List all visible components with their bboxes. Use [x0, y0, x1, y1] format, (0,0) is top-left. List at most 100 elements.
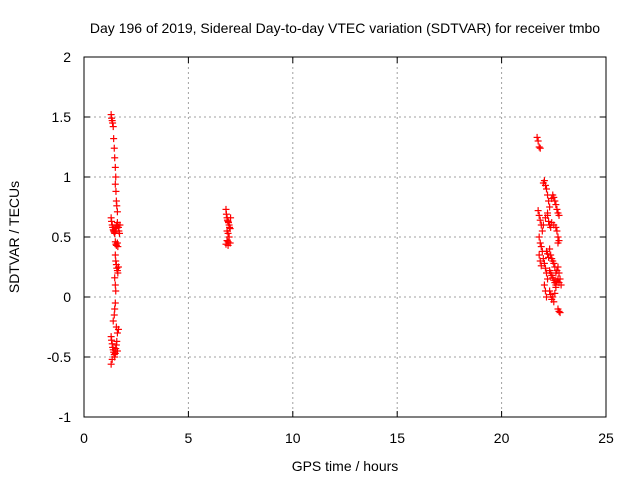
x-tick-label: 25 — [598, 430, 614, 446]
axis-ticks — [83, 56, 607, 418]
data-point — [539, 255, 547, 263]
data-point — [555, 307, 563, 315]
chart-title: Day 196 of 2019, Sidereal Day-to-day VTE… — [90, 20, 600, 36]
data-point — [554, 233, 562, 241]
y-tick-label: 1.5 — [52, 109, 72, 125]
data-point — [116, 221, 124, 229]
data-point — [224, 229, 232, 237]
data-point — [536, 144, 544, 152]
data-point — [108, 336, 116, 344]
data-point — [114, 243, 122, 251]
data-point — [542, 185, 550, 193]
data-point — [222, 210, 230, 218]
data-point — [111, 180, 119, 188]
data-point — [549, 293, 557, 301]
data-point — [544, 209, 552, 217]
data-point — [108, 355, 116, 363]
data-point — [552, 283, 560, 291]
data-point — [540, 259, 548, 267]
x-tick-label: 5 — [185, 430, 193, 446]
data-point — [112, 257, 120, 265]
data-point — [113, 202, 121, 210]
data-point — [112, 187, 120, 195]
data-point — [536, 216, 544, 224]
data-point — [115, 229, 123, 237]
y-tick-label: 0 — [63, 289, 71, 305]
data-point — [550, 298, 558, 306]
y-axis-label: SDTVAR / TECUs — [6, 181, 22, 293]
y-tick-label: -1 — [59, 409, 72, 425]
data-point — [112, 287, 120, 295]
data-point — [550, 259, 558, 267]
data-point — [535, 211, 543, 219]
data-point — [535, 251, 543, 259]
data-point — [539, 221, 547, 229]
data-point — [538, 227, 546, 235]
data-point — [114, 263, 122, 271]
data-point — [111, 163, 119, 171]
data-point — [114, 269, 122, 277]
data-point — [535, 143, 543, 151]
data-point — [111, 305, 119, 313]
grid — [84, 57, 606, 417]
data-point — [550, 193, 558, 201]
data-point — [545, 217, 553, 225]
data-point — [224, 241, 232, 249]
data-point — [546, 287, 554, 295]
x-tick-label: 15 — [389, 430, 405, 446]
data-point — [541, 181, 549, 189]
data-point — [110, 311, 118, 319]
data-point — [109, 317, 117, 325]
data-point — [540, 281, 548, 289]
data-point — [533, 133, 541, 141]
data-point — [544, 250, 552, 258]
data-point — [541, 214, 549, 222]
x-tick-labels: 0 5 10 15 20 25 — [80, 430, 614, 446]
data-point — [552, 201, 560, 209]
data-point — [555, 211, 563, 219]
data-point — [550, 221, 558, 229]
x-tick-label: 10 — [285, 430, 301, 446]
y-tick-labels: -1 -0.5 0 0.5 1 1.5 2 — [47, 49, 71, 425]
data-point — [542, 293, 550, 301]
x-axis-label: GPS time / hours — [292, 458, 399, 474]
data-point — [556, 275, 564, 283]
data-point — [557, 281, 565, 289]
data-point — [108, 217, 116, 225]
data-point — [114, 325, 122, 333]
y-tick-label: 0.5 — [52, 229, 72, 245]
x-tick-label: 0 — [80, 430, 88, 446]
data-point — [107, 360, 115, 368]
data-points — [107, 111, 565, 368]
data-point — [544, 275, 552, 283]
data-point — [556, 309, 564, 317]
data-point — [113, 329, 121, 337]
y-tick-label: 2 — [63, 49, 71, 65]
data-point — [546, 203, 554, 211]
data-point — [534, 207, 542, 215]
data-point — [554, 263, 562, 271]
data-point — [553, 205, 561, 213]
data-point — [225, 233, 233, 241]
data-point — [110, 144, 118, 152]
data-point — [545, 253, 553, 261]
data-point — [111, 251, 119, 259]
data-point — [534, 137, 542, 145]
data-point — [541, 264, 549, 272]
data-point — [111, 281, 119, 289]
data-point — [112, 173, 120, 181]
data-point — [553, 227, 561, 235]
data-point — [555, 269, 563, 277]
data-point — [540, 177, 548, 185]
data-point — [110, 135, 118, 143]
data-point — [111, 299, 119, 307]
data-point — [226, 223, 234, 231]
data-point — [535, 233, 543, 241]
data-point — [113, 337, 121, 345]
data-point — [111, 274, 119, 282]
data-point — [113, 208, 121, 216]
data-point — [537, 243, 545, 251]
data-point — [109, 119, 117, 127]
x-tick-label: 20 — [494, 430, 510, 446]
